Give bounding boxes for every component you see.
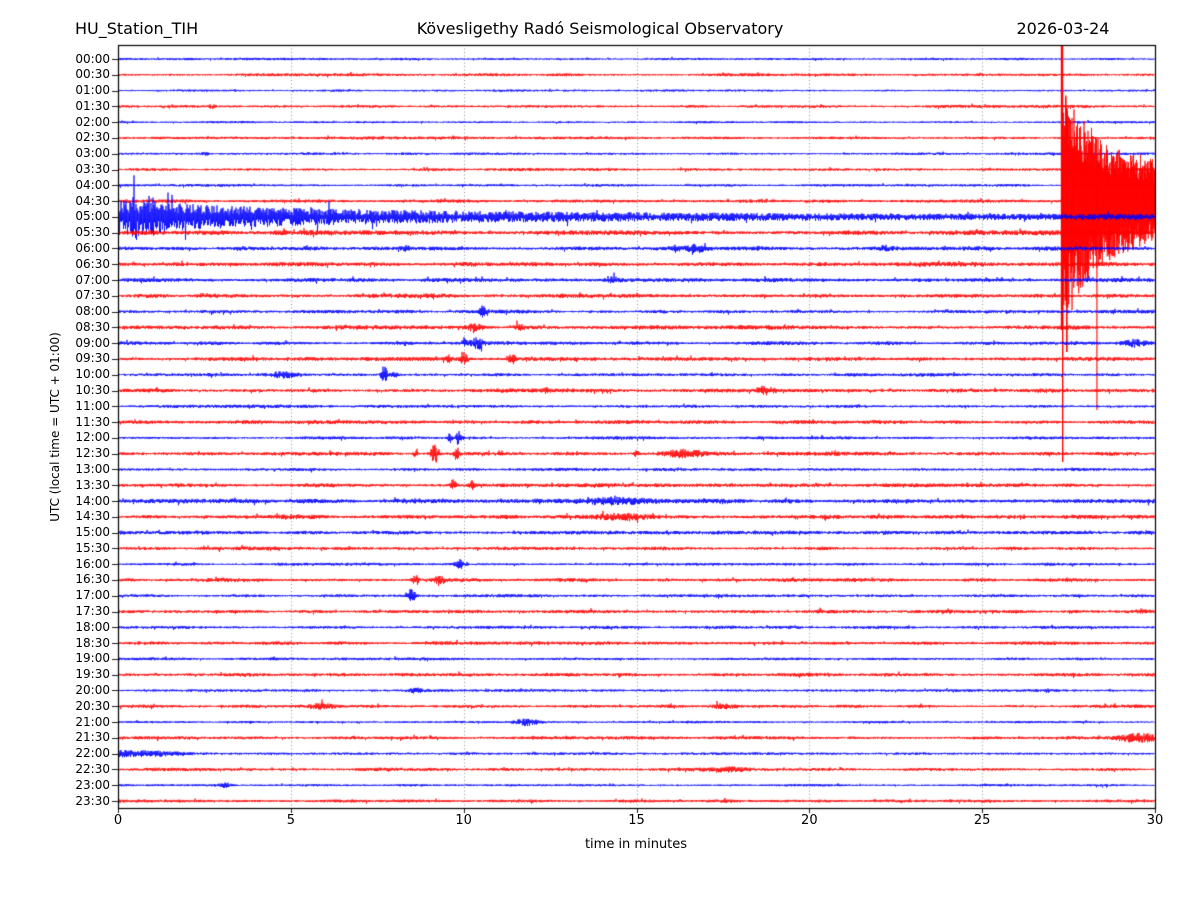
y-tick-label: 04:00 (75, 177, 110, 192)
y-tick-label: 11:30 (75, 414, 110, 429)
y-tick-label: 18:00 (75, 619, 110, 634)
y-tick-label: 06:30 (75, 256, 110, 271)
station-title: HU_Station_TIH (75, 19, 199, 38)
y-tick-label: 05:30 (75, 225, 110, 240)
x-axis-label: time in minutes (584, 837, 688, 852)
y-tick-label: 22:00 (75, 746, 110, 761)
y-tick-label: 11:00 (75, 398, 110, 413)
x-tick-label: 15 (628, 813, 645, 828)
y-tick-label: 19:00 (75, 651, 110, 666)
y-tick-label: 14:30 (75, 509, 110, 524)
y-tick-label: 18:30 (75, 635, 110, 650)
x-tick-label: 25 (973, 813, 991, 828)
y-tick-label: 21:00 (75, 714, 110, 729)
y-tick-label: 17:30 (75, 604, 110, 619)
y-tick-label: 12:30 (75, 446, 110, 461)
y-tick-label: 14:00 (75, 493, 110, 508)
y-tick-label: 15:30 (75, 540, 110, 555)
y-tick-label: 13:30 (75, 477, 110, 492)
y-tick-label: 00:30 (75, 67, 110, 82)
y-tick-label: 01:30 (75, 98, 110, 113)
x-tick-label: 10 (455, 813, 472, 828)
y-tick-label: 08:30 (75, 319, 110, 334)
y-tick-label: 19:30 (75, 667, 110, 682)
y-tick-label: 20:30 (75, 698, 110, 713)
y-tick-label: 20:00 (75, 682, 110, 697)
y-tick-label: 22:30 (75, 761, 110, 776)
y-tick-label: 02:00 (75, 114, 110, 129)
y-tick-label: 21:30 (75, 730, 110, 745)
x-tick-label: 0 (113, 813, 123, 828)
y-tick-label: 00:00 (75, 51, 110, 66)
x-tick-label: 5 (286, 813, 295, 828)
y-tick-label: 15:00 (75, 525, 110, 540)
y-tick-label: 10:00 (75, 367, 110, 382)
x-tick-label: 30 (1146, 813, 1164, 828)
y-tick-label: 01:00 (75, 83, 110, 98)
y-tick-label: 09:30 (75, 351, 110, 366)
y-tick-label: 08:00 (75, 304, 110, 319)
observatory-title: Kövesligethy Radó Seismological Observat… (416, 19, 784, 38)
y-tick-label: 23:30 (75, 793, 110, 808)
y-tick-label: 07:00 (75, 272, 110, 287)
y-tick-label: 06:00 (75, 240, 110, 255)
y-tick-label: 09:00 (75, 335, 110, 350)
y-tick-label: 16:00 (75, 556, 110, 571)
y-tick-label: 12:00 (75, 430, 110, 445)
y-tick-label: 02:30 (75, 130, 110, 145)
y-tick-label: 23:00 (75, 777, 110, 792)
y-tick-label: 16:30 (75, 572, 110, 587)
y-tick-label: 13:00 (75, 461, 110, 476)
y-tick-label: 03:30 (75, 162, 110, 176)
date-title: 2026-03-24 (1016, 19, 1110, 38)
y-tick-label: 05:00 (75, 209, 110, 224)
y-tick-label: 07:30 (75, 288, 110, 303)
y-tick-label: 10:30 (75, 383, 110, 398)
y-tick-label: 03:00 (75, 146, 110, 161)
y-tick-label: 04:30 (75, 193, 110, 208)
x-tick-label: 20 (801, 813, 818, 828)
y-tick-label: 17:00 (75, 588, 110, 603)
